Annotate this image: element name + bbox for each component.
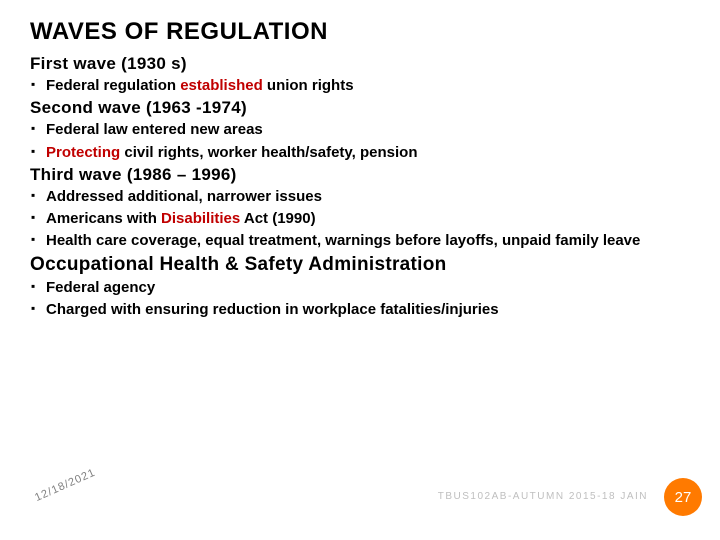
wave3-bullets: Addressed additional, narrower issues Am… xyxy=(30,187,690,252)
wave3-heading: Third wave (1986 – 1996) xyxy=(30,165,690,185)
bullet-text-pre: Federal law entered new areas xyxy=(46,121,263,138)
bullet-item: Federal regulation established union rig… xyxy=(30,76,690,96)
bullet-item: Protecting civil rights, worker health/s… xyxy=(30,143,690,163)
slide-title: WAVES OF REGULATION xyxy=(30,18,690,46)
wave2-heading: Second wave (1963 -1974) xyxy=(30,98,690,118)
bullet-text-pre: Addressed additional, narrower issues xyxy=(46,188,322,205)
bullet-text-post: civil rights, worker health/safety, pens… xyxy=(120,144,417,161)
bullet-item: Charged with ensuring reduction in workp… xyxy=(30,300,690,320)
bullet-item: Federal agency xyxy=(30,278,690,298)
bullet-text-pre: Federal agency xyxy=(46,279,155,296)
wave1-heading: First wave (1930 s) xyxy=(30,54,690,74)
wave1-bullets: Federal regulation established union rig… xyxy=(30,76,690,96)
footer: 12/18/2021 TBUS102AB-AUTUMN 2015-18 JAIN… xyxy=(0,476,720,526)
bullet-text-pre: Federal regulation xyxy=(46,77,180,94)
bullet-item: Americans with Disabilities Act (1990) xyxy=(30,209,690,229)
bullet-keyword: Disabilities xyxy=(161,210,240,227)
bullet-keyword: Protecting xyxy=(46,144,120,161)
bullet-item: Addressed additional, narrower issues xyxy=(30,187,690,207)
osha-bullets: Federal agency Charged with ensuring red… xyxy=(30,278,690,321)
footer-course: TBUS102AB-AUTUMN 2015-18 JAIN xyxy=(438,491,648,502)
bullet-item: Health care coverage, equal treatment, w… xyxy=(30,231,690,251)
bullet-text-post: union rights xyxy=(263,77,354,94)
bullet-text-pre: Charged with ensuring reduction in workp… xyxy=(46,301,499,318)
osha-heading: Occupational Health & Safety Administrat… xyxy=(30,254,690,276)
bullet-text-pre: Americans with xyxy=(46,210,161,227)
footer-date: 12/18/2021 xyxy=(33,467,97,504)
bullet-keyword: established xyxy=(180,77,263,94)
page-number-badge: 27 xyxy=(664,478,702,516)
bullet-text-post: Act (1990) xyxy=(240,210,315,227)
wave2-bullets: Federal law entered new areas Protecting… xyxy=(30,120,690,163)
bullet-text-pre: Health care coverage, equal treatment, w… xyxy=(46,232,640,249)
bullet-item: Federal law entered new areas xyxy=(30,120,690,140)
